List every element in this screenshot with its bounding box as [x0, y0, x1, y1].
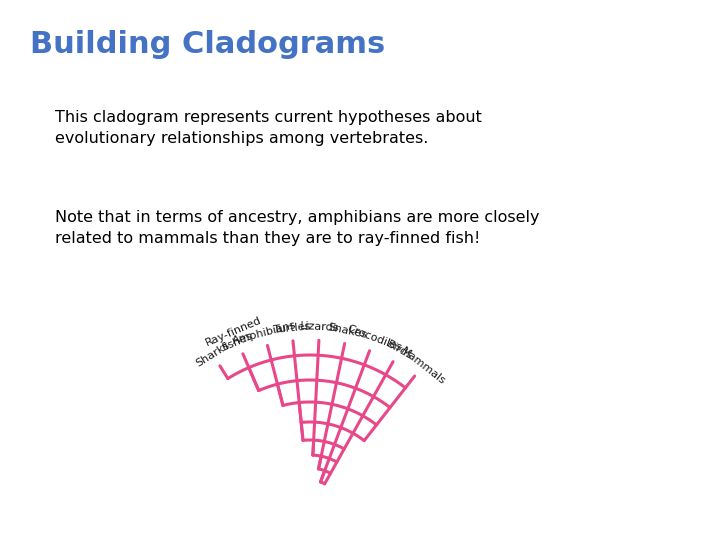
Text: Building Cladograms: Building Cladograms: [30, 30, 385, 59]
Text: Snakes: Snakes: [327, 322, 368, 340]
Text: Amphibians: Amphibians: [231, 320, 297, 346]
Text: Crocodiles: Crocodiles: [346, 324, 403, 353]
Text: Note that in terms of ancestry, amphibians are more closely
related to mammals t: Note that in terms of ancestry, amphibia…: [55, 210, 539, 246]
Text: This cladogram represents current hypotheses about
evolutionary relationships am: This cladogram represents current hypoth…: [55, 110, 482, 146]
Text: Mammals: Mammals: [398, 345, 447, 386]
Text: Ray-finned
fishes: Ray-finned fishes: [204, 315, 267, 359]
Text: Lizards: Lizards: [300, 321, 340, 333]
Text: Sharks: Sharks: [194, 341, 232, 369]
Text: Birds: Birds: [384, 339, 414, 362]
Text: Turtles: Turtles: [273, 321, 310, 335]
